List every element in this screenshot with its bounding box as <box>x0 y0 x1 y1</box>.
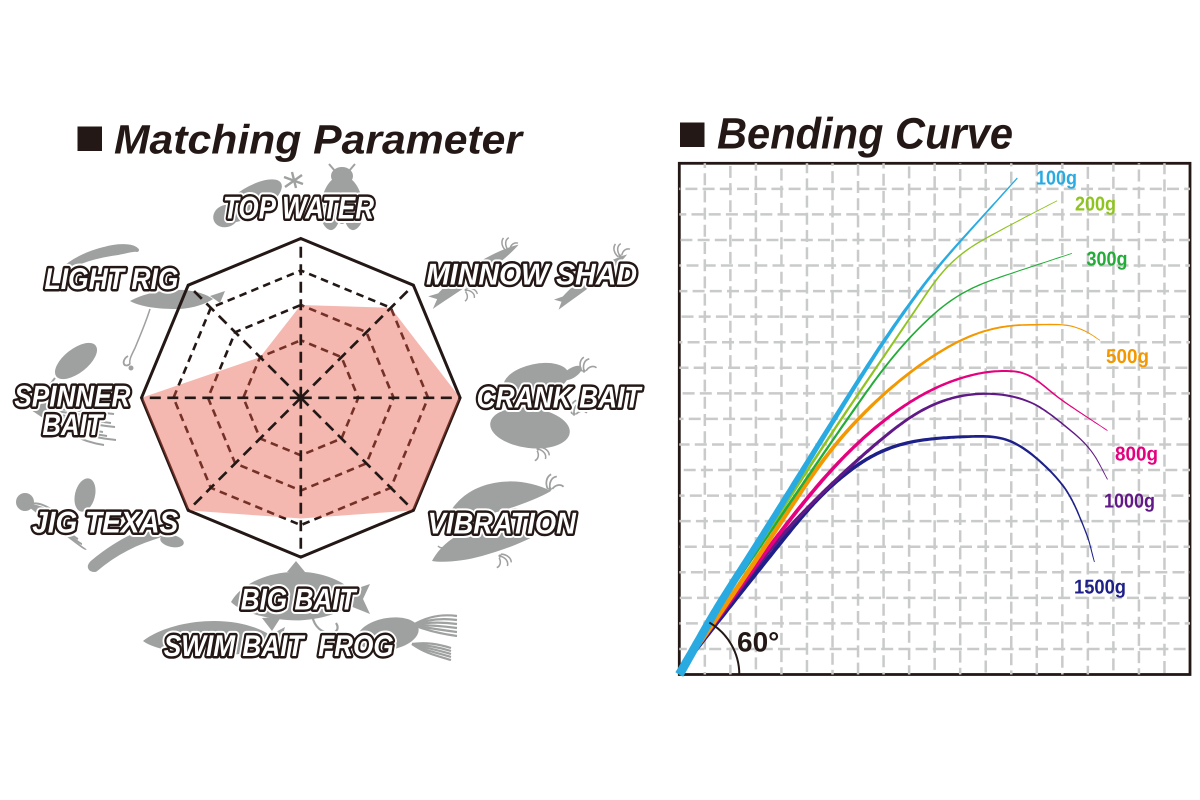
svg-text:500g: 500g <box>1106 346 1149 368</box>
svg-text:LIGHT RIG: LIGHT RIG <box>45 263 179 296</box>
svg-text:CRANK BAIT: CRANK BAIT <box>477 382 643 415</box>
svg-text:800g: 800g <box>1115 444 1158 466</box>
svg-text:SWIM BAIT FROG: SWIM BAIT FROG <box>164 630 394 663</box>
svg-text:BIG BAIT: BIG BAIT <box>241 584 358 617</box>
svg-text:60°: 60° <box>737 627 779 658</box>
svg-text:JIG TEXAS: JIG TEXAS <box>32 507 178 540</box>
svg-text:TOP WATER: TOP WATER <box>223 190 374 226</box>
svg-text:JIG TEXAS: JIG TEXAS <box>32 507 178 540</box>
svg-text:SPINNER: SPINNER <box>14 381 130 414</box>
svg-text:LIGHT RIG: LIGHT RIG <box>45 263 179 296</box>
svg-text:BAIT: BAIT <box>42 409 104 442</box>
svg-text:SPINNER: SPINNER <box>14 381 130 414</box>
svg-text:CRANK BAIT: CRANK BAIT <box>477 382 643 415</box>
svg-text:TOP WATER: TOP WATER <box>223 190 374 226</box>
svg-text:BIG BAIT: BIG BAIT <box>241 584 358 617</box>
svg-text:BAIT: BAIT <box>42 409 104 442</box>
svg-text:Bending Curve: Bending Curve <box>717 109 1013 158</box>
svg-text:SWIM BAIT FROG: SWIM BAIT FROG <box>164 630 394 663</box>
svg-text:VIBRATION: VIBRATION <box>428 508 577 541</box>
svg-text:100g: 100g <box>1036 168 1077 190</box>
svg-text:1500g: 1500g <box>1074 577 1126 599</box>
svg-text:200g: 200g <box>1075 194 1116 216</box>
svg-text:1000g: 1000g <box>1104 491 1155 513</box>
svg-text:300g: 300g <box>1087 249 1128 271</box>
svg-text:MINNOW SHAD: MINNOW SHAD <box>426 259 637 292</box>
svg-text:VIBRATION: VIBRATION <box>428 508 577 541</box>
svg-text:MINNOW SHAD: MINNOW SHAD <box>426 259 637 292</box>
svg-text:Matching Parameter: Matching Parameter <box>114 116 524 162</box>
